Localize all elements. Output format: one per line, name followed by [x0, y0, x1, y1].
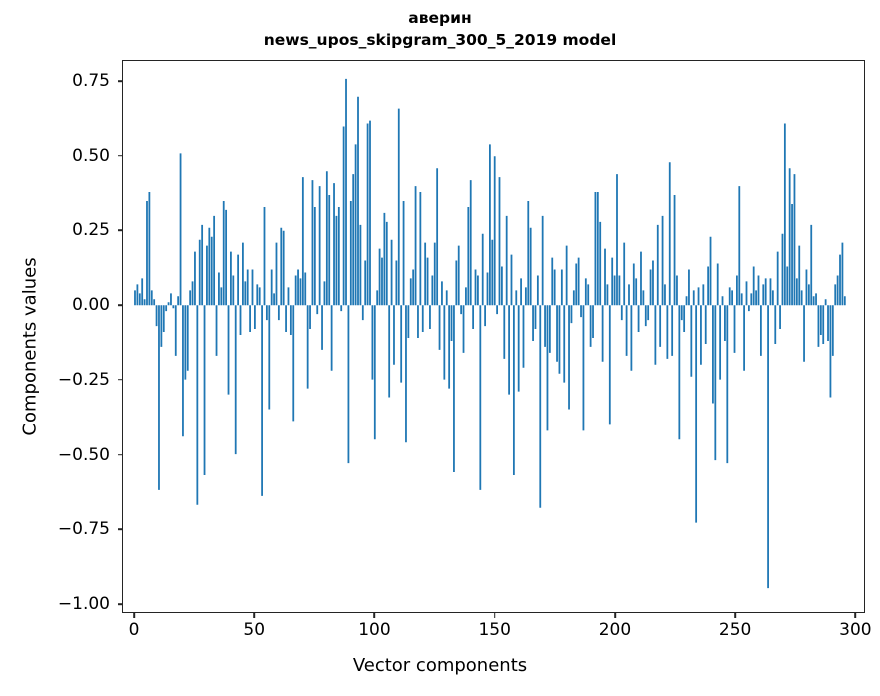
y-tick-label: 0.25 — [72, 220, 110, 241]
x-tick-label: 0 — [128, 620, 140, 640]
x-tick-label: 250 — [718, 620, 752, 640]
x-tick-mark — [614, 613, 616, 618]
x-tick-mark — [253, 613, 256, 618]
x-tick-label: 300 — [839, 620, 872, 640]
plot-axes — [122, 60, 865, 613]
y-tick-mark — [118, 603, 123, 605]
x-tick-mark — [854, 613, 857, 618]
y-tick-mark — [118, 528, 123, 531]
y-tick-mark — [118, 229, 123, 232]
x-tick-mark — [373, 613, 376, 618]
chart-title-line-2: news_upos_skipgram_300_5_2019 model — [263, 31, 617, 49]
x-tick-label: 100 — [358, 620, 391, 640]
x-tick-label: 150 — [478, 620, 511, 640]
x-axis-label: Vector components — [352, 655, 528, 676]
chart-title-line-1: аверин — [408, 9, 472, 27]
y-tick-mark — [118, 453, 123, 456]
y-tick-mark — [118, 304, 123, 306]
y-tick-label: 0.75 — [72, 70, 110, 91]
chart-title: аверин news_upos_skipgram_300_5_2019 mod… — [0, 7, 880, 51]
y-tick-mark — [118, 379, 123, 381]
x-tick-mark — [734, 613, 736, 618]
x-tick-label: 50 — [243, 620, 266, 640]
y-tick-label: −0.50 — [57, 444, 110, 465]
y-tick-mark — [118, 154, 123, 157]
y-tick-label: −0.75 — [57, 519, 110, 540]
y-tick-mark — [118, 80, 123, 82]
bar-series-canvas — [134, 78, 846, 589]
x-tick-mark — [493, 613, 496, 618]
x-tick-mark — [133, 613, 135, 618]
y-tick-label: 0.50 — [72, 145, 110, 166]
y-axis-label: Components values — [19, 257, 41, 436]
y-tick-label: −0.25 — [57, 369, 110, 390]
bar-series — [134, 78, 846, 589]
y-tick-label: 0.00 — [72, 295, 110, 316]
x-tick-label: 200 — [598, 620, 632, 640]
y-tick-label: −1.00 — [57, 594, 110, 615]
